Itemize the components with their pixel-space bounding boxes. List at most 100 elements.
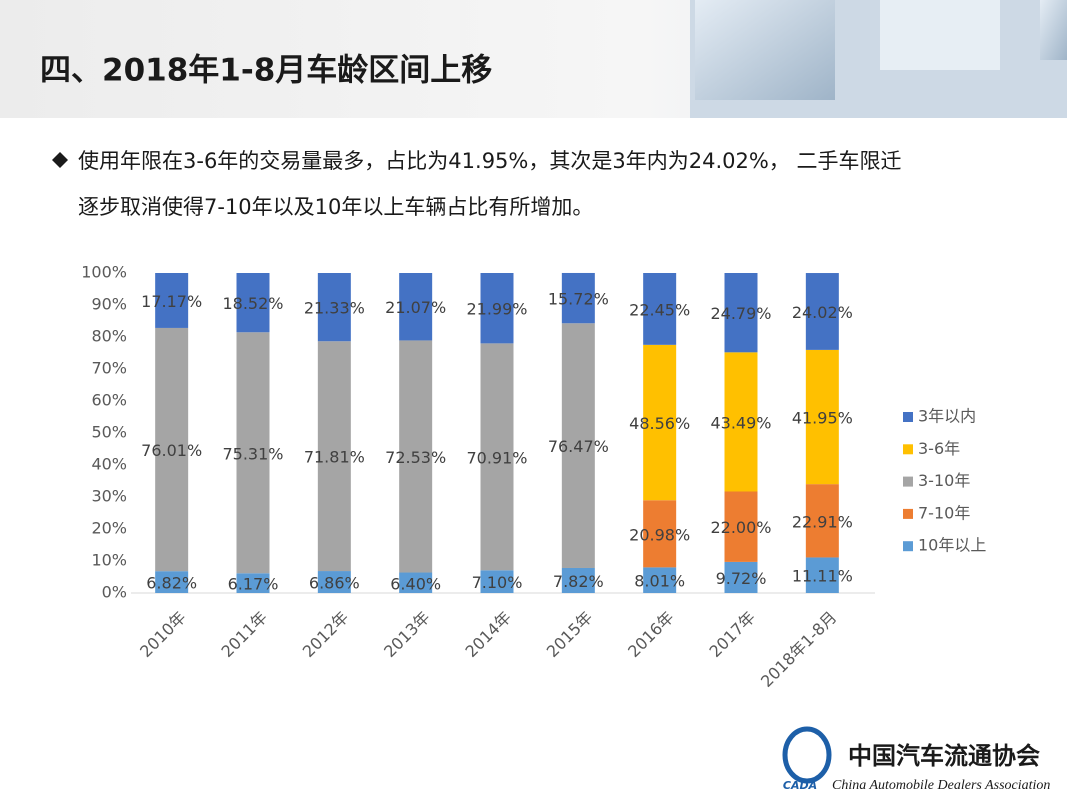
bar-segment: [805, 557, 839, 593]
y-tick-label: 50%: [91, 423, 127, 442]
data-label: 21.99%: [466, 300, 527, 319]
bar-segment: [399, 273, 433, 341]
legend-swatch: [903, 508, 913, 519]
legend-swatch: [903, 412, 913, 422]
bar-segment: [155, 273, 189, 328]
bar-segment: [480, 343, 514, 571]
data-label: 18.52%: [222, 294, 283, 313]
legend-label: 3年以内: [918, 407, 976, 426]
x-tick-label: 2018年1-8月: [757, 608, 840, 691]
bullet-text: 逐步取消使得7-10年以及10年以上车辆占比有所增加。: [78, 195, 593, 219]
data-label: 48.56%: [629, 414, 690, 433]
x-tick-label: 2011年: [217, 608, 271, 662]
y-tick-label: 90%: [91, 295, 127, 314]
y-tick-label: 70%: [91, 359, 127, 378]
bar-segment: [399, 572, 433, 593]
legend-label: 3-6年: [918, 439, 960, 458]
logo-mark-icon: [782, 726, 832, 784]
x-tick-label: 2015年: [543, 608, 597, 662]
bar-segment: [561, 567, 595, 593]
data-label: 15.72%: [548, 290, 609, 309]
data-label: 72.53%: [385, 448, 446, 467]
legend-label: 3-10年: [918, 471, 970, 490]
data-label: 6.17%: [228, 575, 279, 594]
bar-segment: [643, 567, 677, 593]
bar-segment: [236, 273, 270, 333]
data-label: 9.72%: [716, 569, 767, 588]
data-label: 24.02%: [792, 303, 853, 322]
x-tick-label: 2010年: [136, 608, 190, 662]
data-label: 7.10%: [472, 573, 523, 592]
y-tick-label: 30%: [91, 487, 127, 506]
bar-segment: [236, 573, 270, 593]
y-tick-label: 60%: [91, 391, 127, 410]
data-label: 21.33%: [304, 299, 365, 318]
bar-segment: [561, 323, 595, 568]
y-tick-label: 100%: [81, 263, 127, 282]
bar-segment: [643, 273, 677, 345]
logo-name: 中国汽车流通协会: [848, 742, 1040, 770]
header-photo: [690, 0, 1067, 118]
x-tick-label: 2013年: [380, 608, 434, 662]
logo-english: China Automobile Dealers Association: [832, 778, 1050, 793]
bar-segment: [317, 273, 351, 342]
bar-segment: [805, 273, 839, 350]
bar-segment: [155, 327, 189, 572]
data-label: 75.31%: [222, 444, 283, 463]
legend-swatch: [903, 476, 913, 487]
data-label: 6.40%: [390, 574, 441, 593]
bar-segment: [561, 272, 595, 324]
x-tick-label: 2016年: [624, 608, 678, 662]
legend-label: 7-10年: [918, 503, 970, 522]
data-label: 8.01%: [634, 572, 685, 591]
slide-title: 四、2018年1-8月车龄区间上移: [40, 53, 492, 89]
data-label: 11.11%: [792, 567, 853, 586]
bar-segment: [724, 273, 758, 353]
data-label: 6.86%: [309, 574, 360, 593]
data-label: 22.91%: [792, 512, 853, 531]
data-label: 43.49%: [710, 413, 771, 432]
bar-segment: [805, 484, 839, 558]
legend-swatch: [903, 541, 913, 552]
y-tick-label: 80%: [91, 327, 127, 346]
x-tick-label: 2017年: [705, 608, 759, 662]
data-label: 76.01%: [141, 441, 202, 460]
data-label: 20.98%: [629, 525, 690, 544]
y-tick-label: 0%: [102, 583, 127, 602]
data-label: 41.95%: [792, 409, 853, 428]
data-label: 70.91%: [466, 448, 527, 467]
legend-swatch: [903, 444, 913, 455]
data-label: 24.79%: [710, 304, 771, 323]
data-label: 76.47%: [548, 437, 609, 456]
logo: CADA 中国汽车流通协会 China Automobile Dealers A…: [782, 726, 1050, 793]
data-label: 22.00%: [710, 518, 771, 537]
bar-segment: [399, 340, 433, 573]
data-label: 17.17%: [141, 292, 202, 311]
bullet-diamond: [52, 152, 68, 168]
y-tick-label: 40%: [91, 455, 127, 474]
bar-segment: [724, 491, 758, 562]
y-tick-label: 20%: [91, 519, 127, 538]
bar-segment: [724, 352, 758, 492]
x-tick-label: 2014年: [461, 608, 515, 662]
bar-segment: [236, 332, 270, 574]
bar-segment: [480, 570, 514, 593]
data-label: 21.07%: [385, 298, 446, 317]
y-tick-label: 10%: [91, 551, 127, 570]
logo-mark: CADA: [783, 779, 817, 792]
bar-segment: [805, 349, 839, 485]
bar-segment: [317, 571, 351, 593]
bar-segment: [724, 561, 758, 593]
legend-label: 10年以上: [918, 536, 986, 555]
bar-segment: [643, 500, 677, 568]
bar-segment: [480, 273, 514, 344]
x-tick-label: 2012年: [299, 608, 353, 662]
data-label: 22.45%: [629, 300, 690, 319]
bar-segment: [317, 341, 351, 572]
bullet-text: 使用年限在3-6年的交易量最多，占比为41.95%，其次是3年内为24.02%，…: [78, 149, 901, 173]
data-label: 71.81%: [304, 448, 365, 467]
data-label: 6.82%: [146, 574, 197, 593]
data-label: 7.82%: [553, 572, 604, 591]
bar-segment: [155, 571, 189, 593]
